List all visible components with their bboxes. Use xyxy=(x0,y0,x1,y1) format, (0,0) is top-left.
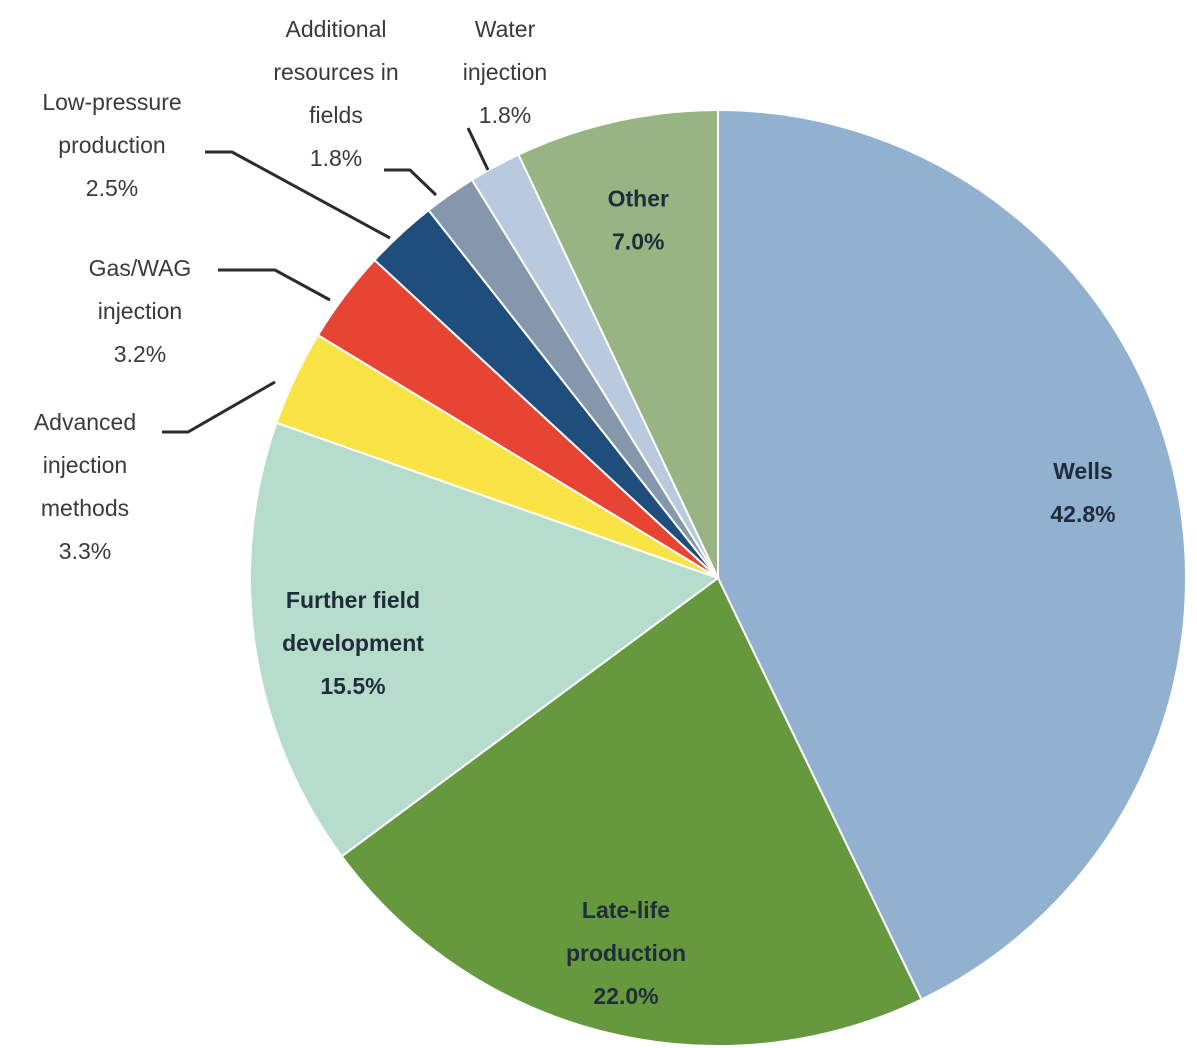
label-line: Other xyxy=(608,185,669,211)
label-line: Further field xyxy=(286,587,420,613)
leader-low-pressure-production xyxy=(205,150,391,240)
leader-water-injection xyxy=(466,127,490,171)
label-advanced-injection-methods: Advanced injection methods 3.3% xyxy=(34,409,136,564)
slice-further-field-development xyxy=(248,421,721,858)
label-line: development xyxy=(282,630,424,656)
leader-lines xyxy=(162,127,490,434)
label-line: Gas/WAG xyxy=(89,255,192,281)
label-line: methods xyxy=(41,495,129,521)
label-gas-wag-injection: Gas/WAG injection 3.2% xyxy=(89,255,192,367)
label-line: Additional xyxy=(285,16,386,42)
label-line: injection xyxy=(43,452,127,478)
label-line: 3.2% xyxy=(114,341,166,367)
label-late-life-production: Late-life production 22.0% xyxy=(566,897,686,1009)
slice-wells xyxy=(717,108,1187,1001)
label-low-pressure-production: Low-pressure production 2.5% xyxy=(42,89,181,201)
label-line: production xyxy=(58,132,165,158)
label-line: injection xyxy=(98,298,182,324)
label-line: injection xyxy=(463,59,547,85)
label-line: 2.5% xyxy=(86,175,138,201)
label-line: 1.8% xyxy=(310,145,362,171)
leader-additional-resources-in-fields xyxy=(384,168,438,197)
label-line: fields xyxy=(309,102,363,128)
label-line: 42.8% xyxy=(1050,501,1115,527)
label-line: 15.5% xyxy=(320,673,385,699)
label-line: 1.8% xyxy=(479,102,531,128)
label-line: Wells xyxy=(1053,458,1113,484)
leader-gas-wag-injection xyxy=(218,268,331,302)
leader-advanced-injection-methods xyxy=(162,380,276,434)
label-wells: Wells 42.8% xyxy=(1050,458,1115,527)
label-line: production xyxy=(566,940,686,966)
pie-slices xyxy=(248,108,1187,1047)
label-other: Other 7.0% xyxy=(608,185,669,254)
label-line: 22.0% xyxy=(593,983,658,1009)
label-line: Late-life xyxy=(582,897,670,923)
label-line: Water xyxy=(475,16,536,42)
label-water-injection: Water injection 1.8% xyxy=(463,16,547,128)
label-line: Low-pressure xyxy=(42,89,181,115)
slice-late-life-production xyxy=(340,576,923,1047)
label-additional-resources-in-fields: Additional resources in fields 1.8% xyxy=(273,16,398,171)
slice-labels: Wells 42.8% Late-life production 22.0% Furthe… xyxy=(34,16,1116,1009)
label-line: 3.3% xyxy=(59,538,111,564)
label-line: resources in xyxy=(273,59,398,85)
label-line: 7.0% xyxy=(612,228,664,254)
label-further-field-development: Further field development 15.5% xyxy=(282,587,424,699)
slice-other xyxy=(517,108,719,579)
label-line: Advanced xyxy=(34,409,136,435)
